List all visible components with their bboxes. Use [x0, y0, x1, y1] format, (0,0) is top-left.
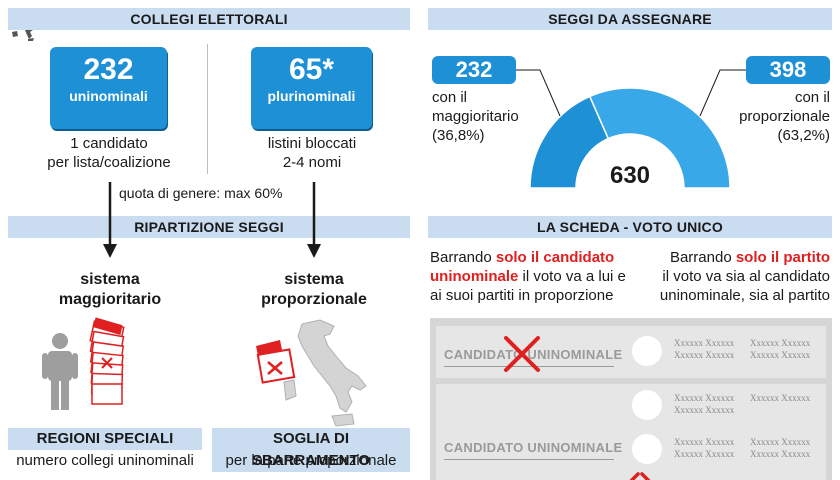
- vote-cross-partial-icon: [629, 472, 651, 480]
- vote-cross-icon: [504, 336, 540, 372]
- plurinominali-number: 65*: [288, 53, 335, 86]
- party-names-1b: Xxxxxx Xxxxxx Xxxxxx Xxxxxx: [750, 338, 811, 360]
- seggi-donut-chart: [516, 69, 746, 189]
- proporzionale-line2: proporzionale: [261, 291, 367, 308]
- maggioritario-title: sistema maggioritario: [40, 270, 180, 310]
- plurinominali-box: 65* plurinominali: [251, 47, 372, 129]
- arrow-down-right: [307, 182, 321, 258]
- ballot-icon: [256, 340, 296, 384]
- ballot-underline-2: [444, 459, 614, 460]
- soglia-title: SOGLIA DI SBARRAMENTO: [212, 428, 410, 472]
- donut-slice-proporzionale: [588, 87, 731, 189]
- plurinominali-caption: listini bloccati 2-4 nomi: [222, 134, 402, 172]
- ballot-stack-icon: [89, 317, 125, 405]
- party-names-2a: Xxxxxx Xxxxxx Xxxxxx Xxxxxx: [674, 393, 735, 415]
- seggi-total: 630: [609, 162, 651, 189]
- quota-text: quota di genere: max 60%: [116, 185, 286, 201]
- scheda-header: LA SCHEDA - VOTO UNICO: [428, 216, 832, 238]
- soglia-sub: per la parte proporzionale: [225, 452, 397, 469]
- proporzionale-seat-caption: con il proporzionale (63,2%): [700, 88, 830, 145]
- ballot-underline-1: [444, 366, 614, 367]
- scheda-right-text: Barrando solo il partito il voto va sia …: [636, 248, 830, 305]
- leader-line-maggioritario: [516, 69, 561, 117]
- maggioritario-seat-pct: (36,8%): [432, 127, 485, 144]
- scheda-left-text: Barrando solo il candidato uninominale i…: [430, 248, 630, 305]
- party-names-1a: Xxxxxx Xxxxxx Xxxxxx Xxxxxx: [674, 338, 735, 360]
- maggioritario-seat-caption: con il maggioritario (36,8%): [432, 88, 552, 145]
- ripartizione-header: RIPARTIZIONE SEGGI: [8, 216, 410, 238]
- collegi-header: COLLEGI ELETTORALI: [8, 8, 410, 30]
- scheda-right-line2: il voto va sia al candidato: [662, 268, 830, 285]
- proporzionale-seat-line2: proporzionale: [739, 108, 830, 125]
- scheda-left-red1: solo il candidato: [495, 249, 615, 266]
- person-icon: [42, 333, 78, 410]
- scheda-left-red2: uninominale: [430, 268, 519, 285]
- maggioritario-line2: maggioritario: [58, 291, 162, 308]
- uninominali-caption-line2: per lista/coalizione: [47, 154, 171, 171]
- proporzionale-seat-line1: con il: [794, 89, 830, 106]
- regioni-speciali-title: REGIONI SPECIALI: [8, 428, 202, 450]
- proporzionale-line1: sistema: [284, 271, 344, 288]
- column-divider: [207, 44, 208, 174]
- scheda-left-post: il voto va a lui e: [518, 268, 626, 285]
- leader-line-proporzionale: [699, 69, 746, 117]
- plurinominali-caption-line2: 2-4 nomi: [282, 154, 342, 171]
- scheda-right-red: solo il partito: [735, 249, 830, 266]
- party-circle-2: [632, 390, 662, 420]
- party-circle-3: [632, 434, 662, 464]
- uninominali-caption: 1 candidato per lista/coalizione: [18, 134, 200, 172]
- arrow-down-left: [103, 182, 117, 258]
- party-circle-1: [632, 336, 662, 366]
- scheda-right-line3: uninominale, sia al partito: [659, 287, 830, 304]
- maggioritario-line1: sistema: [80, 271, 140, 288]
- ballot-row-2: [436, 384, 826, 480]
- plurinominali-caption-line1: listini bloccati: [267, 135, 357, 152]
- proporzionale-value-pill: 398: [746, 56, 830, 84]
- uninominali-number: 232: [83, 53, 134, 86]
- plurinominali-label: plurinominali: [267, 88, 356, 104]
- scheda-left-line3: ai suoi partiti in proporzione: [430, 287, 614, 304]
- uninominali-label: uninominali: [69, 88, 148, 104]
- proporzionale-seat-pct: (63,2%): [777, 127, 830, 144]
- proporzionale-title: sistema proporzionale: [244, 270, 384, 310]
- party-names-2b: Xxxxxx Xxxxxx: [750, 393, 811, 403]
- ballot-label-2: CANDIDATO UNINOMINALE: [444, 440, 623, 455]
- party-names-3a: Xxxxxx Xxxxxx Xxxxxx Xxxxxx: [674, 437, 735, 459]
- ballot-row-1: [436, 326, 826, 378]
- party-names-3b: Xxxxxx Xxxxxx Xxxxxx Xxxxxx: [750, 437, 811, 459]
- uninominali-box: 232 uninominali: [50, 47, 167, 129]
- seggi-header: SEGGI DA ASSEGNARE: [428, 8, 832, 30]
- uninominali-caption-line1: 1 candidato: [70, 135, 148, 152]
- italy-map-illustration: [283, 319, 367, 427]
- scheda-right-pre: Barrando: [669, 249, 736, 266]
- ballot-label-1: CANDIDATO UNINOMINALE: [444, 347, 623, 362]
- maggioritario-seat-line1: con il: [432, 89, 468, 106]
- maggioritario-value-pill: 232: [432, 56, 516, 84]
- maggioritario-seat-line2: maggioritario: [432, 108, 519, 125]
- scheda-left-pre: Barrando: [430, 249, 496, 266]
- regioni-speciali-sub: numero collegi uninominali: [16, 452, 194, 469]
